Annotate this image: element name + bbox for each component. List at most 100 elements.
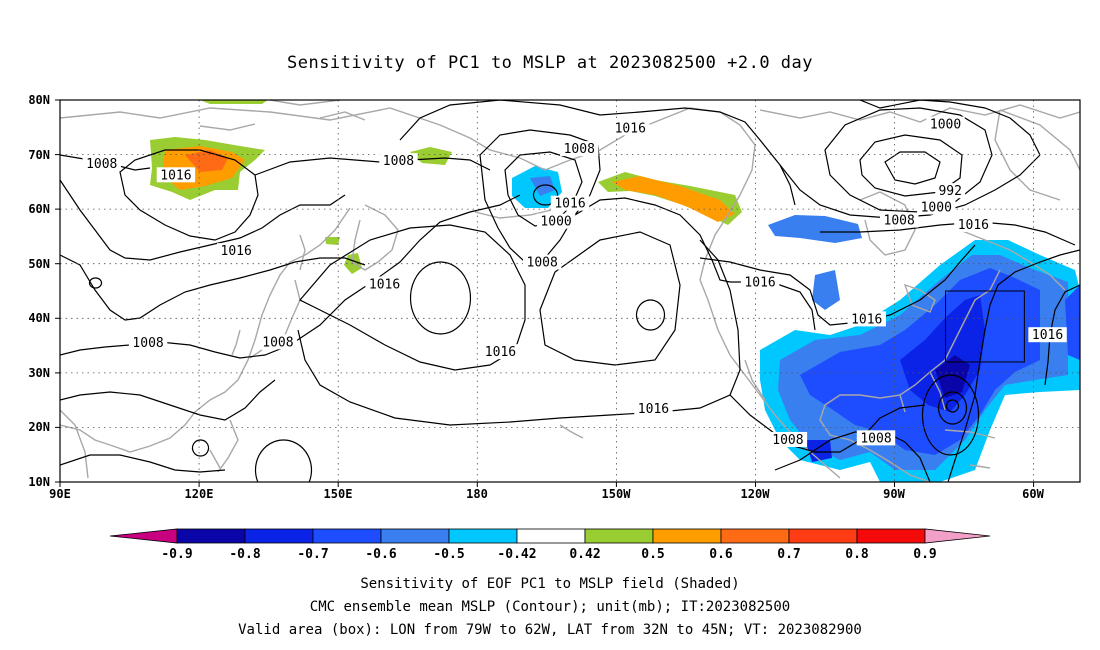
contour-label: 1016: [615, 121, 646, 136]
lon-label-90e: 90E: [49, 487, 71, 501]
shade-negative-atlantic: [1065, 285, 1080, 360]
contour-label: 1016: [221, 244, 252, 259]
contour-label: 1016: [554, 197, 585, 212]
contour-label: 1008: [860, 431, 891, 446]
contour-label: 1016: [744, 275, 775, 290]
contour-1008-asia-south: [60, 194, 521, 359]
lat-label-30n: 30N: [28, 366, 50, 380]
map-frame: [59, 99, 1081, 483]
contour-1016-pacific-outer: [297, 239, 741, 426]
caption-line-1: Sensitivity of EOF PC1 to MSLP field (Sh…: [360, 576, 739, 592]
contour-1008-east-siberia: [254, 157, 491, 176]
contour-ring-caribbean: [937, 391, 968, 425]
shade-negative-gulf: [805, 440, 832, 462]
contour-label: 1016: [485, 345, 516, 360]
contour-label: 1016: [638, 402, 669, 417]
contour-ring-pacific-inner: [635, 299, 666, 331]
contour-label-bg: [917, 199, 956, 215]
contour-1016-atlantic-east: [1044, 284, 1080, 386]
coast-na-east: [819, 269, 1001, 482]
contour-ring-small-left: [191, 439, 210, 457]
coast-philippines: [209, 419, 239, 473]
colorbar-segment: [312, 528, 382, 544]
contour-1016-top-ridge: [399, 100, 796, 206]
coast-arctic-islands: [199, 100, 366, 131]
contour-label: 1016: [369, 277, 400, 292]
contour-label: 1016: [851, 312, 882, 327]
contour-label: 1008: [383, 154, 414, 169]
colorbar-tick-label: -0.9: [161, 547, 192, 562]
contour-1016-siberia-ring: [119, 149, 259, 241]
lat-label-70n: 70N: [28, 148, 50, 162]
contour-1016-atlantic: [947, 249, 1080, 482]
colorbar-tick-label: 0.42: [569, 547, 600, 562]
contour-label-bg: [856, 430, 896, 446]
shade-negative-west-coast: [812, 270, 840, 310]
contour-labels: 1016 1000 1008 1016 1008 1008 992 1016 1000 1000 1…: [82, 116, 1067, 448]
valid-area-box: [945, 290, 1025, 363]
contour-ring-tiny: [88, 277, 103, 289]
lat-label-10n: 10N: [28, 475, 50, 489]
contour-label: 1000: [921, 201, 952, 216]
contour-label-bg: [935, 183, 966, 199]
shade-orange-alaska: [612, 176, 735, 222]
coast-alaska: [544, 107, 756, 281]
contour-992-arctic-low: [859, 134, 963, 197]
lon-label-60w: 60W: [1022, 487, 1044, 501]
contour-ring-pacific-east: [539, 231, 681, 366]
colorbar-tick-label: 0.6: [709, 547, 733, 562]
lon-label-120w: 120W: [741, 487, 771, 501]
lat-labels: 80N 70N 60N 50N 40N 30N 20N 10N: [28, 93, 50, 489]
contour-1016-west-coast: [699, 244, 976, 326]
contour-1016-siberia-outer: [60, 179, 346, 261]
colorbar-tick-label: 0.9: [913, 547, 936, 562]
contour-label-bg: [1028, 327, 1067, 343]
coast-labrador: [959, 229, 1066, 291]
contour-label: 1008: [884, 214, 915, 229]
shaded-sensitivity: [150, 100, 1080, 482]
contour-label-bg: [82, 155, 121, 171]
colorbar-tick-label: -0.5: [433, 547, 464, 562]
contour-label-bg: [481, 344, 520, 360]
contour-ring-pacific-west: [409, 261, 472, 335]
lon-label-150e: 150E: [324, 487, 353, 501]
contour-1008-bottom-left: [60, 454, 226, 473]
lon-label-180: 180: [466, 487, 488, 501]
coast-caribbean: [944, 429, 996, 469]
contour-1008-canada: [779, 154, 1041, 219]
contour-label-bg: [216, 243, 256, 259]
coastlines: [60, 100, 1080, 482]
contour-label: 1008: [86, 157, 117, 172]
contour-ring-sea: [254, 439, 313, 482]
contour-1016-asia-mid: [60, 254, 366, 321]
contour-label: 1008: [564, 142, 595, 157]
contour-1000-north-east: [859, 100, 1041, 156]
coast-hudson-bay: [859, 191, 916, 256]
colorbar-tick-label: 0.8: [845, 547, 869, 562]
coast-kamchatka: [351, 204, 399, 271]
contour-label: 992: [938, 184, 961, 199]
coast-hawaii: [559, 424, 584, 439]
contour-label: 1008: [262, 335, 293, 350]
shade-positive-north: [200, 100, 268, 104]
colorbar-tick-label: -0.6: [365, 547, 396, 562]
colorbar-low-arrow: [109, 528, 178, 544]
contour-label-bg: [611, 120, 650, 136]
colorbar-segment: [176, 528, 246, 544]
lat-label-60n: 60N: [28, 202, 50, 216]
contour-1016-gulf-alaska: [574, 197, 816, 331]
lon-labels: 90E 120E 150E 180 150W 120W 90W 60W: [49, 487, 1044, 501]
contour-label: 1000: [930, 118, 961, 133]
contour-label-bg: [156, 167, 196, 183]
contour-label-bg: [740, 274, 780, 290]
colorbar-segment: [516, 528, 586, 544]
contour-1016-pacific-high: [299, 224, 526, 371]
colorbar-tick-label: -0.7: [297, 547, 328, 562]
contour-ring-caribbean-inner: [945, 399, 960, 413]
colorbar-tick-label: -0.42: [497, 547, 536, 562]
contour-ring-caribbean-outer: [921, 374, 980, 456]
coast-florida: [899, 371, 946, 413]
contour-1008-mexico: [729, 394, 926, 453]
contour-label-bg: [879, 212, 919, 228]
